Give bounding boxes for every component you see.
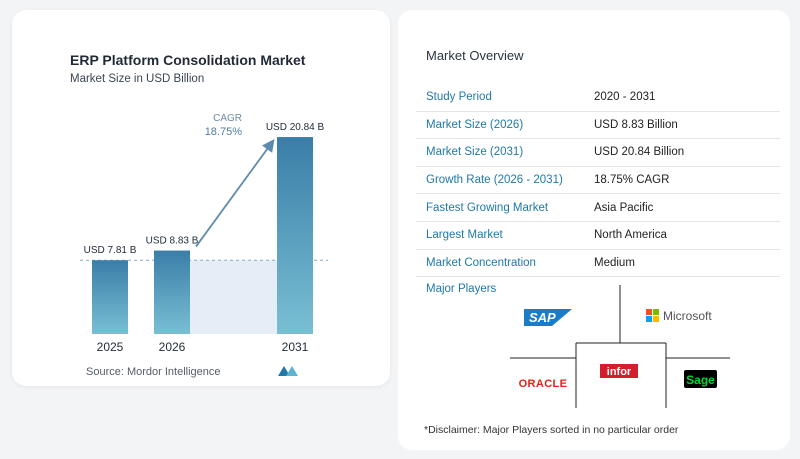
row-value: Medium bbox=[594, 249, 780, 278]
chart-subtitle: Market Size in USD Billion bbox=[70, 73, 205, 85]
row-value: 18.75% CAGR bbox=[594, 166, 780, 195]
row-value: Asia Pacific bbox=[594, 193, 780, 222]
table-row: Market Size (2031) USD 20.84 Billion bbox=[416, 138, 780, 167]
row-value: 2020 - 2031 bbox=[594, 84, 780, 112]
table-row: Largest Market North America bbox=[416, 221, 780, 250]
cagr-arrow bbox=[195, 139, 275, 248]
bar-2025 bbox=[92, 260, 128, 334]
cagr-value: 18.75% bbox=[205, 126, 243, 138]
bar-2031 bbox=[277, 137, 313, 334]
data-label-2025: USD 7.81 B bbox=[84, 245, 137, 256]
overview-table: Study Period 2020 - 2031 Market Size (20… bbox=[416, 84, 780, 278]
row-key: Largest Market bbox=[416, 221, 594, 250]
row-key: Fastest Growing Market bbox=[416, 193, 594, 222]
row-key: Study Period bbox=[416, 84, 594, 112]
row-key: Market Size (2031) bbox=[416, 138, 594, 167]
row-key: Market Size (2026) bbox=[416, 111, 594, 140]
bar-2026 bbox=[154, 250, 190, 334]
data-label-2031: USD 20.84 B bbox=[266, 122, 325, 133]
row-key: Growth Rate (2026 - 2031) bbox=[416, 166, 594, 195]
table-row: Growth Rate (2026 - 2031) 18.75% CAGR bbox=[416, 166, 780, 195]
table-row: Study Period 2020 - 2031 bbox=[416, 84, 780, 112]
row-key: Market Concentration bbox=[416, 249, 594, 278]
chart-title: ERP Platform Consolidation Market bbox=[70, 52, 306, 68]
overview-title: Market Overview bbox=[426, 48, 524, 63]
table-row: Market Size (2026) USD 8.83 Billion bbox=[416, 111, 780, 140]
row-value: North America bbox=[594, 221, 780, 250]
reference-band bbox=[190, 260, 277, 334]
x-tick-2031: 2031 bbox=[282, 340, 309, 354]
table-row: Market Concentration Medium bbox=[416, 249, 780, 278]
x-tick-2026: 2026 bbox=[159, 340, 186, 354]
major-players-title: Major Players bbox=[426, 283, 497, 295]
row-value: USD 20.84 Billion bbox=[594, 138, 780, 167]
data-label-2026: USD 8.83 B bbox=[146, 236, 199, 247]
chart-source: Source: Mordor Intelligence bbox=[86, 366, 221, 378]
cagr-label: CAGR bbox=[213, 113, 242, 124]
row-value: USD 8.83 Billion bbox=[594, 111, 780, 140]
x-tick-2025: 2025 bbox=[97, 340, 124, 354]
table-row: Fastest Growing Market Asia Pacific bbox=[416, 193, 780, 222]
disclaimer-text: *Disclaimer: Major Players sorted in no … bbox=[424, 424, 679, 436]
